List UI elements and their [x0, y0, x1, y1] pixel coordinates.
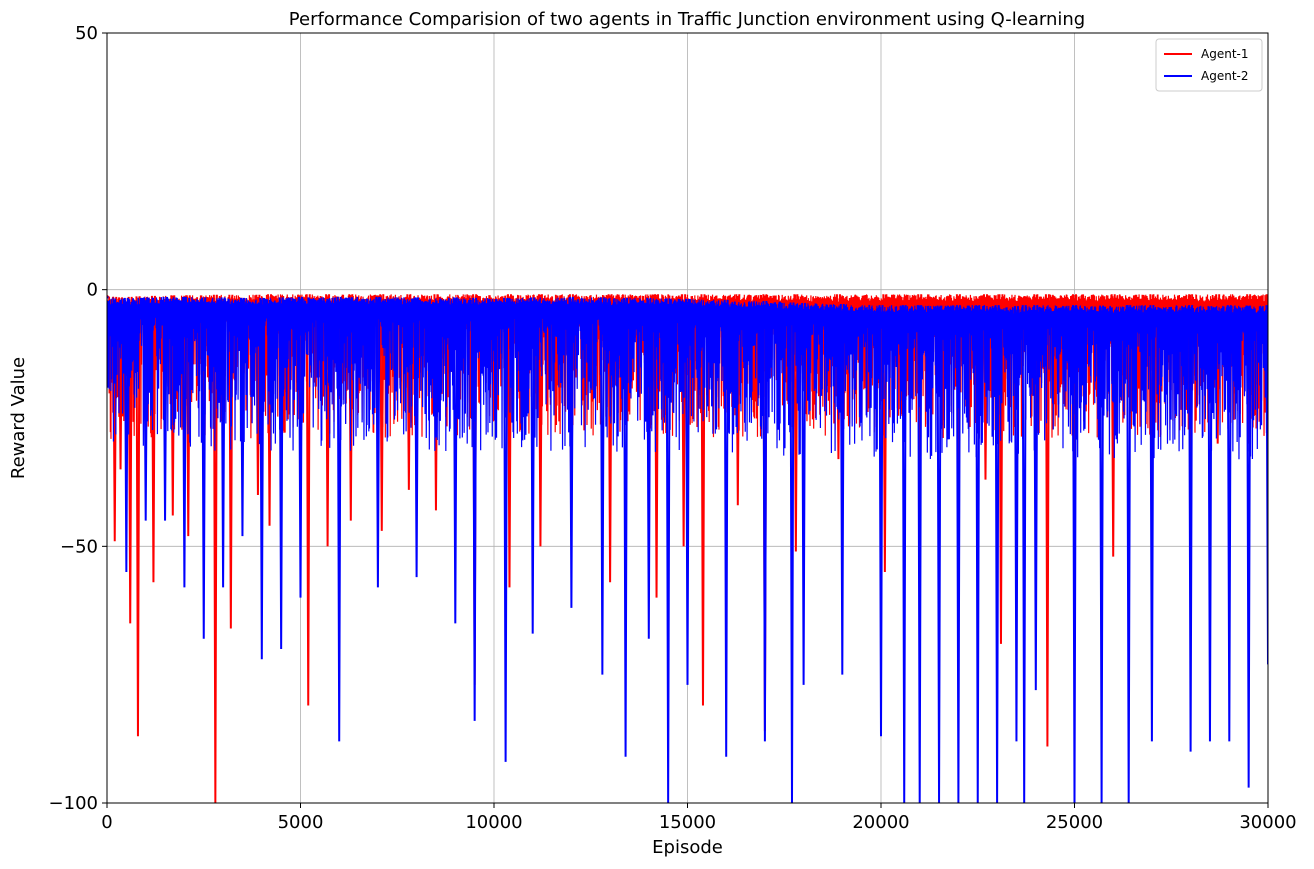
- data-point-spike: [1265, 305, 1268, 665]
- data-point-spike: [998, 294, 1004, 644]
- data-point-spike: [839, 304, 845, 675]
- x-tick-label: 25000: [1046, 812, 1103, 833]
- series-agent-2: [107, 296, 1268, 803]
- data-point-spike: [901, 305, 907, 803]
- data-point-spike: [336, 296, 342, 742]
- data-point-spike: [379, 294, 385, 531]
- data-point-spike: [599, 297, 605, 675]
- data-point-spike: [530, 297, 536, 634]
- data-point-spike: [568, 296, 574, 608]
- data-point-spike: [220, 297, 226, 588]
- y-axis-label: Reward Value: [8, 357, 29, 479]
- data-point-spike: [723, 299, 729, 757]
- data-point-spike: [201, 297, 207, 639]
- x-axis-label: Episode: [652, 837, 723, 858]
- data-point-spike: [646, 297, 652, 639]
- x-tick-label: 10000: [465, 812, 522, 833]
- data-point-spike: [878, 305, 884, 737]
- data-point-spike: [162, 296, 168, 521]
- data-point-spike: [305, 294, 311, 706]
- data-point-spike: [212, 294, 218, 803]
- data-point-spike: [375, 296, 381, 588]
- data-point-spike: [700, 294, 706, 706]
- data-point-spike: [1246, 305, 1252, 788]
- series-band: [107, 296, 1268, 460]
- data-point-spike: [1021, 305, 1027, 803]
- chart-title: Performance Comparision of two agents in…: [289, 9, 1085, 30]
- x-tick-label: 15000: [659, 812, 716, 833]
- data-point-spike: [452, 297, 458, 624]
- data-point-spike: [1099, 305, 1105, 803]
- data-point-spike: [762, 300, 768, 742]
- data-point-spike: [278, 297, 284, 650]
- data-point-spike: [1072, 305, 1077, 803]
- data-point-spike: [1188, 305, 1194, 752]
- plot-area: [107, 294, 1268, 803]
- data-point-spike: [123, 297, 129, 573]
- data-point-spike: [1126, 305, 1132, 803]
- data-point-spike: [1013, 306, 1019, 742]
- data-point-spike: [789, 302, 795, 803]
- data-point-spike: [414, 297, 420, 578]
- data-point-spike: [623, 297, 629, 757]
- axis-ticks: 0 5000 10000 15000 20000 25000 30000 −100 −50 0 50: [49, 23, 1297, 833]
- x-tick-label: 0: [101, 812, 112, 833]
- data-point-spike: [685, 298, 690, 685]
- legend: Agent-1 Agent-2: [1155, 38, 1263, 92]
- data-point-spike: [665, 298, 671, 803]
- data-point-spike: [1033, 305, 1039, 691]
- data-point-spike: [1149, 305, 1155, 742]
- y-tick-label: 0: [87, 280, 98, 301]
- data-point-spike: [107, 295, 110, 299]
- data-point-spike: [239, 297, 245, 537]
- x-tick-label: 30000: [1239, 812, 1296, 833]
- data-point-spike: [1226, 305, 1232, 742]
- data-point-spike: [298, 296, 303, 598]
- data-point-spike: [259, 297, 265, 660]
- legend-entry: Agent-1: [1201, 47, 1248, 61]
- y-tick-label: −50: [60, 536, 98, 557]
- data-point-spike: [801, 303, 807, 685]
- data-point-spike: [917, 305, 923, 803]
- data-point-spike: [503, 297, 509, 762]
- legend-box: [1155, 38, 1263, 92]
- x-tick-label: 5000: [278, 812, 324, 833]
- y-tick-label: −100: [49, 793, 98, 814]
- data-point-spike: [472, 297, 478, 721]
- data-point-spike: [955, 305, 961, 803]
- data-point-spike: [936, 305, 942, 803]
- data-point-spike: [1207, 306, 1213, 742]
- data-point-spike: [994, 305, 1000, 803]
- data-point-spike: [537, 294, 543, 547]
- data-point-spike: [143, 297, 149, 521]
- y-tick-label: 50: [75, 23, 98, 44]
- data-point-spike: [975, 305, 981, 803]
- x-tick-label: 20000: [852, 812, 909, 833]
- data-point-spike: [181, 296, 187, 588]
- data-point-spike: [1044, 294, 1050, 747]
- data-point-spike: [135, 296, 141, 737]
- legend-entry: Agent-2: [1201, 69, 1248, 83]
